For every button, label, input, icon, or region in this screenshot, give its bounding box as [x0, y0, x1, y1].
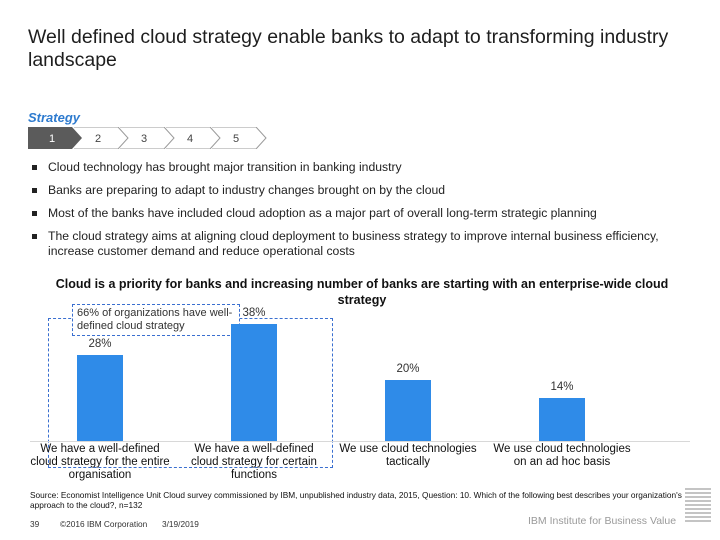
bullet-square-icon [32, 234, 37, 239]
step-4-chevron [166, 127, 221, 149]
step-2-chevron [74, 127, 129, 149]
step-2-label: 2 [95, 133, 101, 145]
bullet-text: Cloud technology has brought major trans… [48, 160, 402, 174]
slide-title: Well defined cloud strategy enable banks… [28, 26, 669, 71]
bar-2 [231, 324, 277, 441]
bar-1 [77, 354, 123, 441]
bullet-item: The cloud strategy aims at aligning clou… [32, 229, 692, 259]
bar-value-label: 38% [242, 307, 266, 320]
bullet-square-icon [32, 165, 37, 170]
chart-title: Cloud is a priority for banks and increa… [55, 277, 669, 307]
bullet-square-icon [32, 211, 37, 216]
step-5-chevron [212, 127, 267, 149]
step-4-label: 4 [187, 133, 193, 145]
bar-value-label: 28% [88, 337, 112, 350]
bullet-item: Banks are preparing to adapt to industry… [32, 183, 692, 198]
bar-3 [385, 379, 431, 441]
bullet-list: Cloud technology has brought major trans… [32, 160, 692, 267]
bullet-item: Cloud technology has brought major trans… [32, 160, 692, 175]
ibm-logo [685, 488, 711, 522]
footer-date: 3/19/2019 [162, 519, 199, 529]
category-label: We use cloud technologies on an ad hoc b… [493, 443, 631, 468]
bullet-item: Most of the banks have included cloud ad… [32, 206, 692, 221]
step-3-label: 3 [141, 133, 147, 145]
category-label: We use cloud technologies tactically [339, 443, 477, 468]
bullet-text: Most of the banks have included cloud ad… [48, 206, 597, 220]
category-label: We have a well-defined cloud strategy fo… [30, 443, 170, 481]
step-1-chevron [28, 127, 82, 149]
bar-4 [539, 397, 585, 441]
strategy-steps: 1 2 3 4 5 [28, 127, 267, 149]
strategy-label: Strategy [28, 110, 81, 125]
page-number: 39 [30, 519, 40, 529]
bullet-square-icon [32, 188, 37, 193]
source-note: Source: Economist Intelligence Unit Clou… [30, 490, 682, 510]
bullet-text: Banks are preparing to adapt to industry… [48, 183, 446, 197]
step-5-label: 5 [233, 133, 239, 145]
callout-annotation: 66% of organizations have well-defined c… [72, 304, 240, 336]
copyright: ©2016 IBM Corporation [60, 519, 148, 529]
bar-value-label: 20% [396, 362, 420, 375]
step-3-chevron [120, 127, 175, 149]
brand-name: IBM Institute for Business Value [528, 515, 677, 527]
bullet-text: The cloud strategy aims at aligning clou… [48, 229, 659, 258]
bar-value-label: 14% [550, 380, 574, 393]
chart-baseline [30, 441, 690, 442]
step-1-label: 1 [49, 133, 55, 145]
category-label: We have a well-defined cloud strategy fo… [191, 443, 317, 481]
